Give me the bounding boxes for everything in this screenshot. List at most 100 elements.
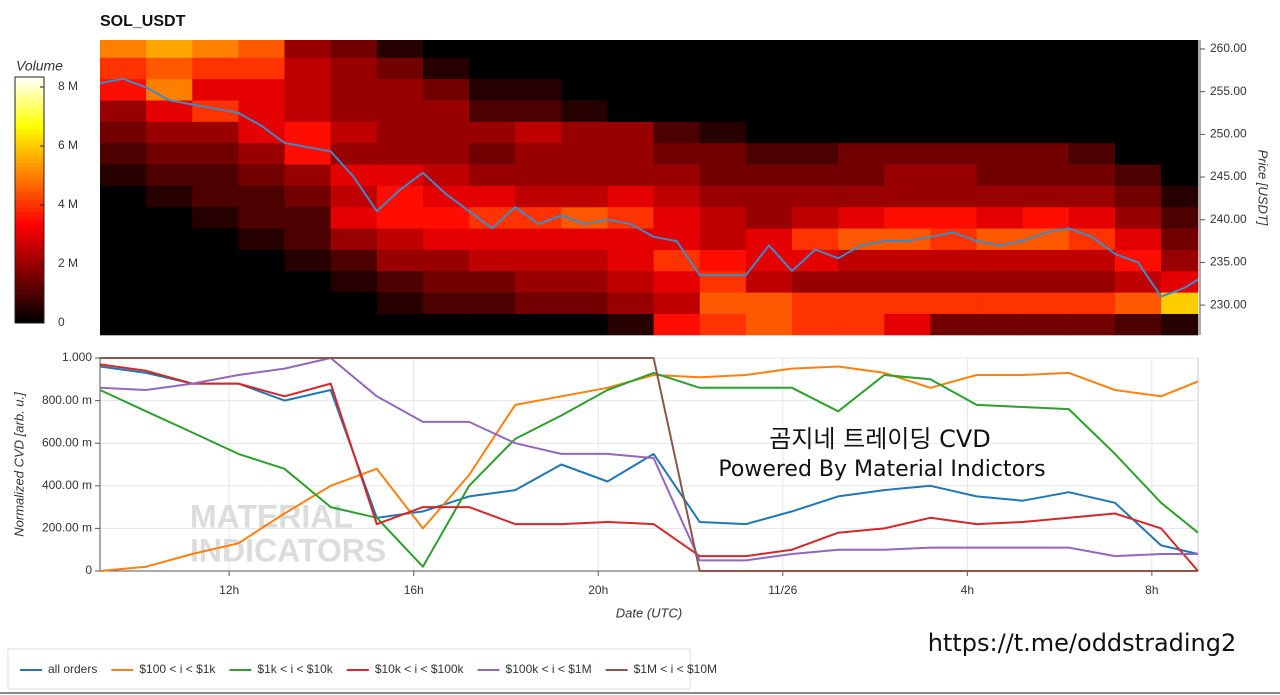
heat-cell	[330, 142, 378, 165]
heat-cell	[1068, 57, 1116, 80]
heat-cell	[1022, 142, 1070, 165]
heat-cell	[515, 185, 562, 208]
heat-cell	[1114, 40, 1162, 58]
heat-cell	[884, 228, 931, 250]
heat-cell	[1022, 313, 1070, 336]
colorbar-step	[15, 142, 44, 148]
heat-cell	[422, 121, 470, 144]
annotation: 곰지네 트레이딩 CVD	[769, 425, 990, 453]
heat-cell	[745, 100, 793, 122]
cvd-line	[100, 357, 1198, 572]
heat-cell	[699, 185, 747, 208]
heat-cell	[469, 40, 516, 58]
colorbar-step	[15, 253, 44, 258]
heat-cell	[930, 57, 977, 80]
heat-cell	[884, 57, 931, 80]
heat-cell	[469, 142, 516, 165]
heat-cell	[792, 292, 839, 314]
heat-cell	[376, 100, 424, 122]
colorbar-step	[15, 212, 44, 217]
heat-cell	[653, 185, 701, 208]
heat-cell	[422, 206, 470, 229]
heat-cell	[146, 57, 193, 80]
heat-cell	[100, 164, 147, 186]
heat-cell	[699, 78, 747, 101]
heat-cell	[653, 270, 701, 293]
heat-cell	[884, 164, 931, 186]
heat-cell	[192, 185, 239, 208]
heat-cell	[884, 78, 931, 101]
heat-cell	[515, 270, 562, 293]
heat-cell	[1161, 313, 1199, 336]
colorbar-step	[15, 224, 44, 230]
heat-cell	[330, 270, 378, 293]
heat-cell	[1022, 228, 1070, 250]
heat-cell	[792, 249, 839, 272]
heat-cell	[284, 164, 331, 186]
heat-cell	[1022, 40, 1070, 58]
heat-cell	[930, 40, 977, 58]
heat-cell	[699, 249, 747, 272]
heat-cell	[976, 185, 1023, 208]
heat-cell	[930, 185, 977, 208]
legend-label: $10k < i < $100k	[375, 662, 465, 676]
heat-cell	[1022, 249, 1070, 272]
colorbar-step	[15, 163, 44, 168]
heat-cell	[376, 78, 424, 101]
heat-cell	[192, 313, 239, 336]
y-tick-label: 800.00 m	[42, 393, 92, 407]
colorbar-step	[15, 245, 44, 250]
heat-cell	[146, 249, 193, 272]
heat-cell	[238, 228, 285, 250]
heat-cell	[146, 40, 193, 58]
heat-cell	[1022, 121, 1070, 144]
heat-cell	[238, 164, 285, 186]
heat-cell	[699, 142, 747, 165]
heat-cell	[699, 100, 747, 122]
heat-cell	[561, 121, 608, 144]
heat-cell	[422, 270, 470, 293]
heat-cell	[838, 142, 885, 165]
heat-cell	[192, 249, 239, 272]
heat-cell	[192, 78, 239, 101]
heat-cell	[745, 206, 793, 229]
heat-cell	[838, 40, 885, 58]
heat-cell	[1161, 142, 1199, 165]
heat-cell	[1161, 78, 1199, 101]
heat-cell	[561, 100, 608, 122]
heat-cell	[561, 206, 608, 229]
heat-cell	[1114, 292, 1162, 314]
heat-cell	[930, 78, 977, 101]
legend-label: all orders	[48, 662, 97, 676]
colorbar-step	[15, 134, 44, 139]
heat-cell	[838, 57, 885, 80]
colorbar-step	[15, 306, 44, 312]
heat-cell	[1114, 185, 1162, 208]
colorbar-step	[15, 200, 44, 205]
colorbar-step	[15, 105, 44, 111]
y-tick-label: 400.00 m	[42, 478, 92, 492]
heat-cell	[1161, 100, 1199, 122]
heat-cell	[284, 292, 331, 314]
colorbar-step	[15, 113, 44, 119]
heat-cell	[376, 313, 424, 336]
heat-cell	[1022, 185, 1070, 208]
colorbar-step	[15, 294, 44, 299]
heat-cell	[699, 313, 747, 336]
heat-cell	[653, 292, 701, 314]
heat-cell	[884, 121, 931, 144]
colorbar-step	[15, 118, 44, 123]
colorbar-step	[15, 77, 44, 82]
heat-cell	[607, 292, 654, 314]
heat-cell	[1068, 292, 1116, 314]
heat-cell	[100, 249, 147, 272]
heat-cell	[838, 185, 885, 208]
heat-cell	[238, 40, 285, 58]
cvd-line	[99, 363, 1199, 572]
heat-cell	[146, 78, 193, 101]
heat-cell	[838, 100, 885, 122]
colorbar-step	[15, 138, 44, 144]
heat-cell	[376, 57, 424, 80]
colorbar-step	[15, 179, 44, 185]
heat-cell	[607, 100, 654, 122]
